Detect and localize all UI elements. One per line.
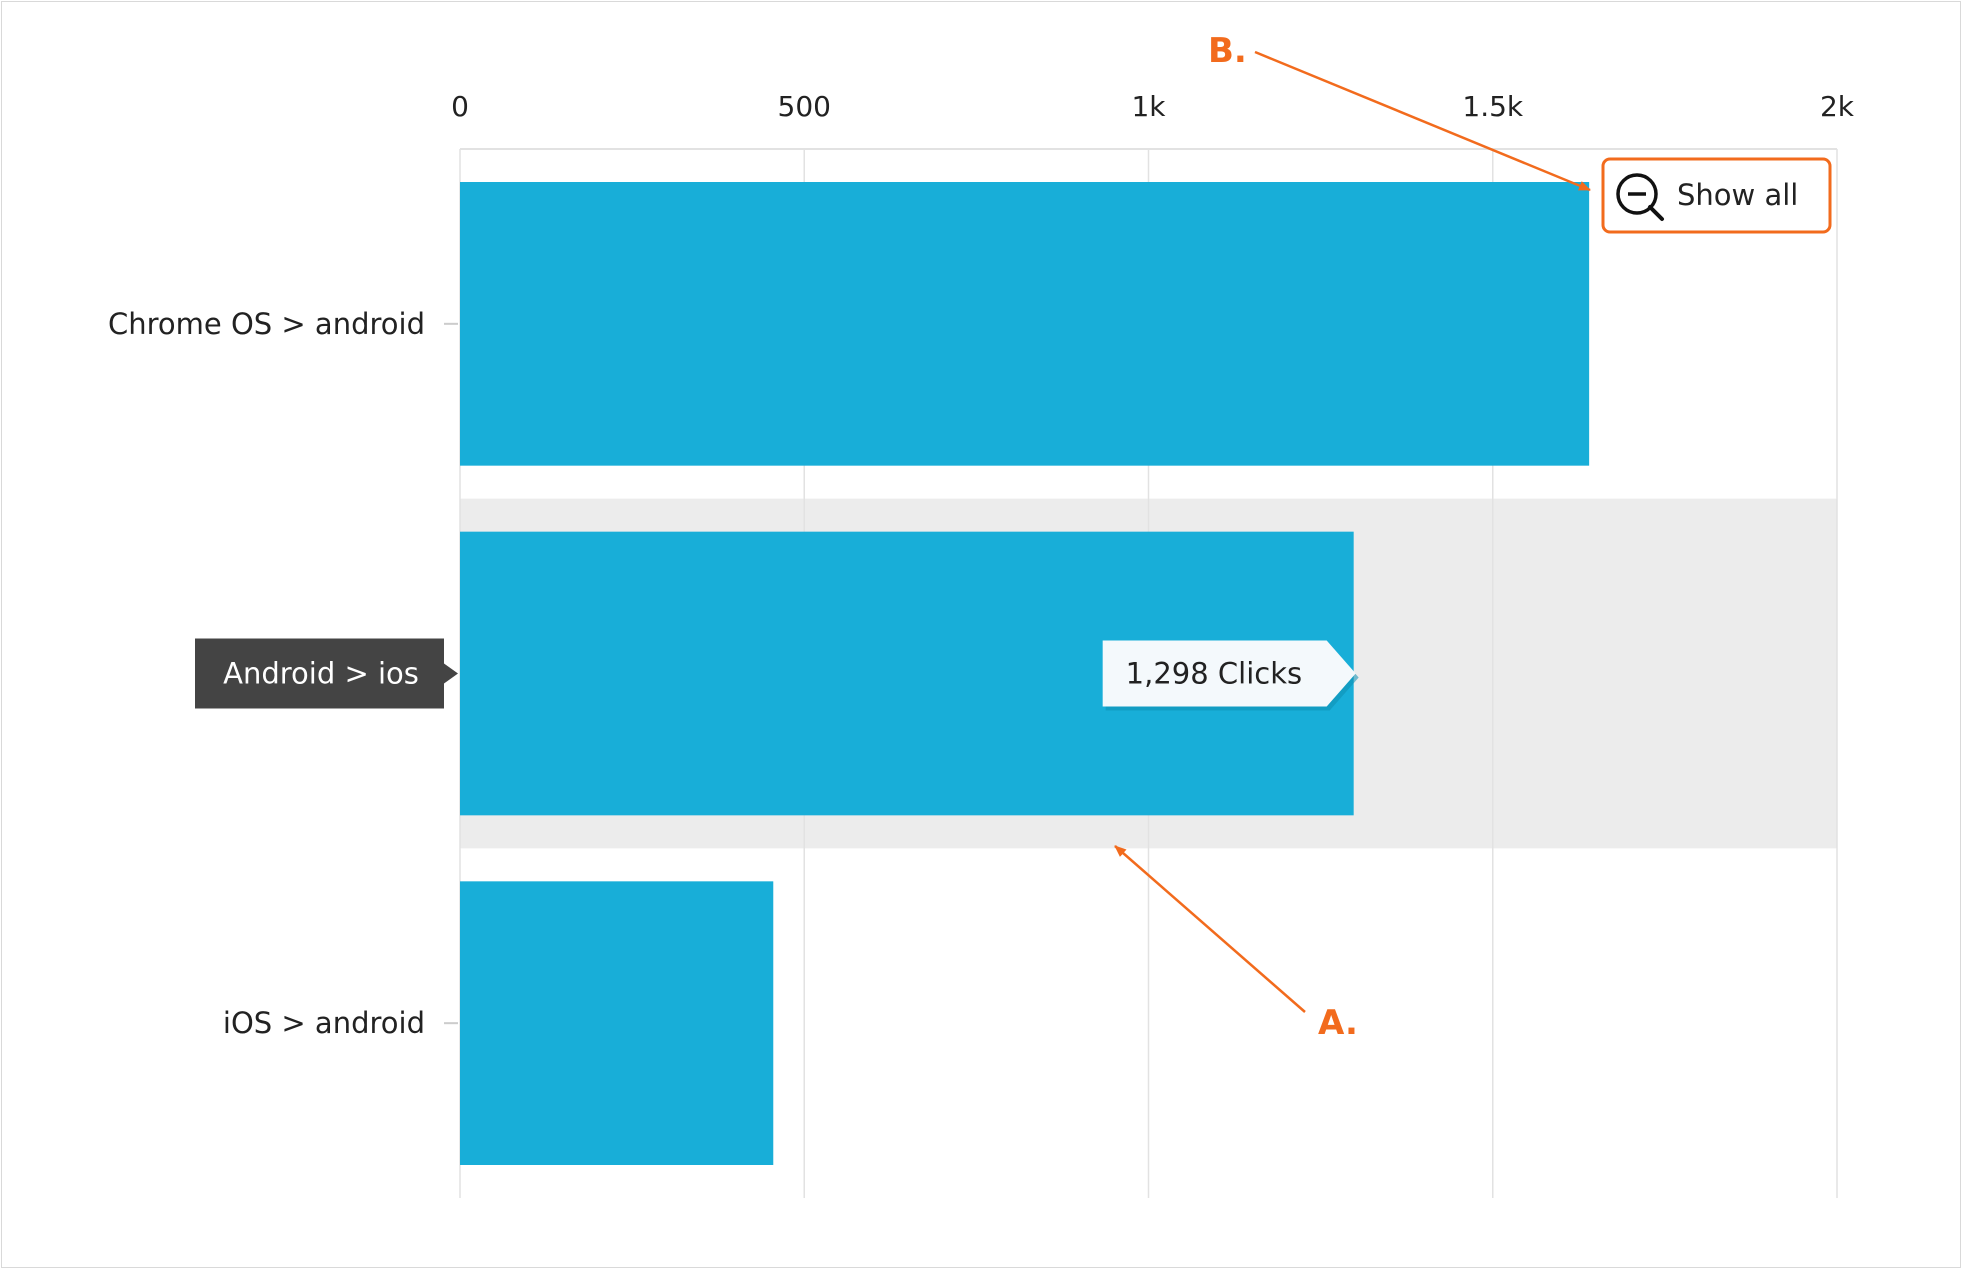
zoom-out-icon	[1616, 173, 1664, 221]
y-category-label: iOS > android	[223, 1006, 425, 1040]
y-axis-labels: Chrome OS > android Android > ios iOS > an…	[108, 307, 458, 1040]
x-tick-label: 1.5k	[1462, 90, 1524, 123]
y-category-label: Android > ios	[223, 657, 419, 691]
x-tick-label: 500	[778, 90, 831, 123]
tooltip-box	[1102, 640, 1356, 707]
show-all-button[interactable]: Show all	[1601, 157, 1832, 234]
bar[interactable]	[460, 881, 774, 1165]
tooltip-layer: 1,298 Clicks	[1102, 640, 1359, 711]
annotation-a-arrow	[1114, 845, 1306, 1013]
active-category-label-bg	[195, 638, 458, 709]
annotation-b-label: B.	[1208, 31, 1247, 71]
annotation-a: A.	[1114, 845, 1358, 1043]
annotation-b-arrow	[1254, 50, 1591, 192]
x-axis-ticks: 0 500 1k 1.5k 2k	[451, 90, 1855, 123]
annotation-b: B.	[1208, 31, 1591, 192]
x-tick-label: 0	[451, 90, 469, 123]
tooltip-text: 1,298 Clicks	[1126, 657, 1302, 691]
x-tick-label: 1k	[1131, 90, 1166, 123]
annotation-a-label: A.	[1318, 1003, 1358, 1043]
show-all-label: Show all	[1677, 178, 1798, 212]
y-category-label: Chrome OS > android	[108, 307, 425, 341]
bars	[460, 182, 1590, 1165]
bar[interactable]	[460, 182, 1590, 466]
x-tick-label: 2k	[1820, 90, 1855, 123]
